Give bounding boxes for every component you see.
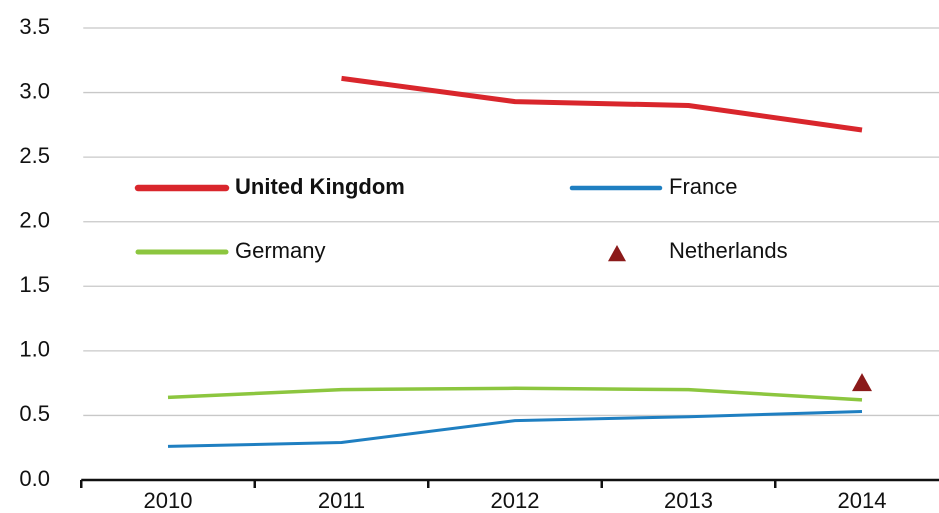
- series-line: [167, 410, 863, 448]
- y-tick-label: 2.5: [19, 143, 50, 168]
- y-tick-label: 3.0: [19, 78, 50, 103]
- x-tick-label: 2012: [491, 488, 540, 513]
- legend-marker: [608, 245, 626, 262]
- y-tick-label: 0.0: [19, 466, 50, 491]
- series-marker: [852, 373, 872, 392]
- y-tick-label: 1.0: [19, 337, 50, 362]
- series-line: [341, 75, 863, 133]
- x-tick-label: 2010: [144, 488, 193, 513]
- series-line: [167, 386, 863, 402]
- x-tick-label: 2011: [318, 488, 365, 513]
- legend-label: Germany: [235, 238, 325, 263]
- legend-label: France: [669, 174, 737, 199]
- y-tick-label: 1.5: [19, 272, 50, 297]
- y-tick-label: 3.5: [19, 14, 50, 39]
- y-tick-label: 2.0: [19, 208, 50, 233]
- x-tick-label: 2014: [838, 488, 887, 513]
- x-tick-label: 2013: [664, 488, 713, 513]
- legend-label: United Kingdom: [235, 174, 405, 199]
- legend-label: Netherlands: [669, 238, 788, 263]
- y-tick-label: 0.5: [19, 401, 50, 426]
